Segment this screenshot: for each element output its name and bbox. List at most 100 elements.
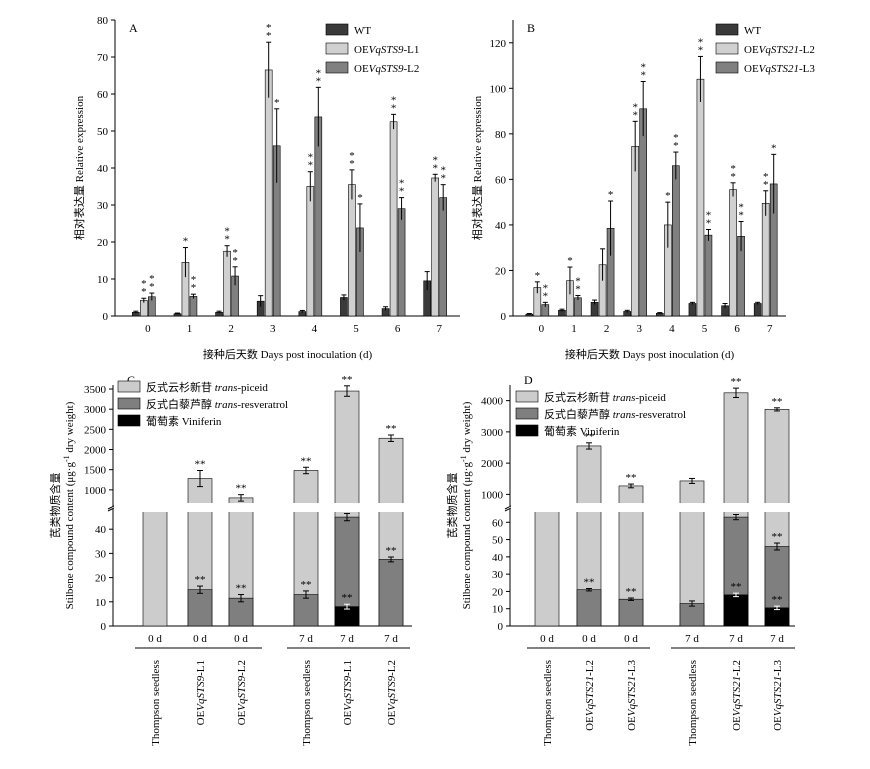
significance-mark: ** (301, 455, 312, 467)
x-category-label: OEVqSTS9-L1 (342, 660, 354, 725)
y-tick-label: 120 (490, 38, 507, 50)
x-day-label: 0 d (148, 633, 162, 645)
y-tick-label: 50 (97, 126, 109, 138)
y-tick-label: 80 (495, 129, 507, 141)
x-tick-label: 0 (145, 323, 151, 335)
x-tick-label: 5 (702, 323, 708, 335)
x-tick-label: 4 (669, 323, 675, 335)
significance-mark: * (266, 22, 272, 34)
significance-mark: * (698, 44, 704, 56)
significance-mark: ** (301, 579, 312, 591)
y-tick-label: 2000 (84, 445, 107, 457)
legend-entry: OEVqSTS21-L2 (744, 44, 815, 56)
legend-swatch (715, 42, 739, 55)
bar-oevqsts9-l1 (431, 177, 439, 317)
significance-mark: ** (584, 576, 595, 588)
significance-mark: * (399, 178, 405, 190)
y-tick-label: 10 (95, 597, 107, 609)
y-tick-label: 0 (501, 311, 507, 323)
significance-mark: ** (626, 586, 637, 598)
legend-swatch (117, 414, 141, 427)
y-axis-label: 相对表达量 Relative expression (72, 95, 86, 240)
y-axis-label-en: Stilbene compound content (μg·g-1 dry we… (62, 401, 77, 609)
x-category-label: Thompson seedless (301, 660, 313, 746)
significance-mark: ** (195, 574, 206, 586)
y-tick-label: 20 (97, 237, 109, 249)
legend-entry: OEVqSTS9-L2 (354, 63, 419, 75)
bar-trans-piceid (142, 507, 168, 627)
legend-entry: 葡萄素 Viniferin (146, 415, 222, 428)
significance-mark: * (308, 152, 314, 164)
y-tick-label: 2000 (481, 458, 504, 470)
y-tick-label: 10 (492, 604, 504, 616)
legend-entry: OEVqSTS9-L1 (354, 44, 419, 56)
significance-mark: * (771, 142, 777, 154)
significance-mark: ** (342, 592, 353, 604)
x-category-label: Thompson seedless (150, 660, 162, 746)
x-category-label: OEVqSTS21-L2 (584, 660, 596, 731)
significance-mark: * (349, 150, 355, 162)
significance-mark: * (349, 158, 355, 170)
y-axis-label-en: Stilbene compound content (μg·g-1 dry we… (459, 401, 474, 609)
significance-mark: * (575, 284, 581, 296)
y-tick-label: 60 (492, 517, 504, 529)
x-day-label: 7 d (770, 633, 784, 645)
y-tick-label: 0 (498, 621, 504, 633)
significance-mark: * (440, 165, 446, 177)
bar-oevqsts21-l3 (672, 165, 680, 317)
significance-mark: * (665, 190, 671, 202)
bar-oevqsts21-l3 (639, 108, 647, 317)
x-day-label: 7 d (384, 633, 398, 645)
significance-mark: * (440, 173, 446, 185)
y-tick-label: 3000 (84, 404, 107, 416)
x-category-label: Thompson seedless (687, 660, 699, 746)
significance-mark: * (543, 290, 549, 302)
significance-mark: * (706, 217, 712, 229)
significance-mark: ** (772, 594, 783, 606)
bar-oevqsts9-l2 (397, 208, 406, 317)
x-category-label: OEVqSTS21-L2 (731, 660, 743, 731)
significance-mark: ** (772, 396, 783, 408)
significance-mark: * (232, 247, 238, 259)
legend-swatch (117, 397, 141, 410)
significance-mark: ** (584, 431, 595, 443)
x-axis-label: 接种后天数 Days post inoculation (d) (203, 347, 373, 361)
y-tick-label: 40 (492, 552, 504, 564)
significance-mark: * (632, 109, 638, 121)
bar-trans-resveratrol (187, 589, 213, 627)
bar-oevqsts21-l2 (631, 146, 639, 317)
x-tick-label: 3 (270, 323, 276, 335)
significance-mark: ** (626, 472, 637, 484)
x-category-label: OEVqSTS21-L3 (772, 660, 784, 731)
bar-oevqsts9-l2 (439, 197, 447, 317)
x-tick-label: 7 (436, 323, 442, 335)
y-axis-label-cn: 芪类物质含量 (445, 473, 459, 539)
y-tick-label: 80 (97, 15, 109, 27)
significance-mark: * (543, 282, 549, 294)
x-tick-label: 4 (312, 323, 318, 335)
bar-viniferin (764, 607, 790, 627)
significance-mark: ** (236, 583, 247, 595)
bar-oevqsts21-l3 (574, 297, 582, 317)
x-day-label: 7 d (729, 633, 743, 645)
x-category-label: Thompson seedless (542, 660, 554, 746)
bar-oevqsts9-l1 (223, 250, 231, 317)
bar-oevqsts9-l2 (189, 296, 198, 317)
significance-mark: * (567, 255, 573, 267)
y-tick-label: 0 (101, 621, 107, 633)
significance-mark: * (632, 101, 638, 113)
panel-letter: C (127, 373, 135, 387)
y-tick-label: 30 (97, 200, 109, 212)
y-tick-label: 40 (95, 524, 107, 536)
y-tick-label: 1000 (84, 485, 107, 497)
y-tick-label: 50 (492, 535, 504, 547)
bar-wt (753, 303, 762, 317)
bar-oevqsts9-l1 (306, 186, 315, 317)
y-tick-label: 70 (97, 52, 109, 64)
x-tick-label: 1 (187, 323, 193, 335)
significance-mark: * (191, 274, 197, 286)
bar-trans-piceid (534, 508, 560, 627)
significance-mark: * (738, 202, 744, 214)
panel-letter: A (129, 21, 138, 35)
